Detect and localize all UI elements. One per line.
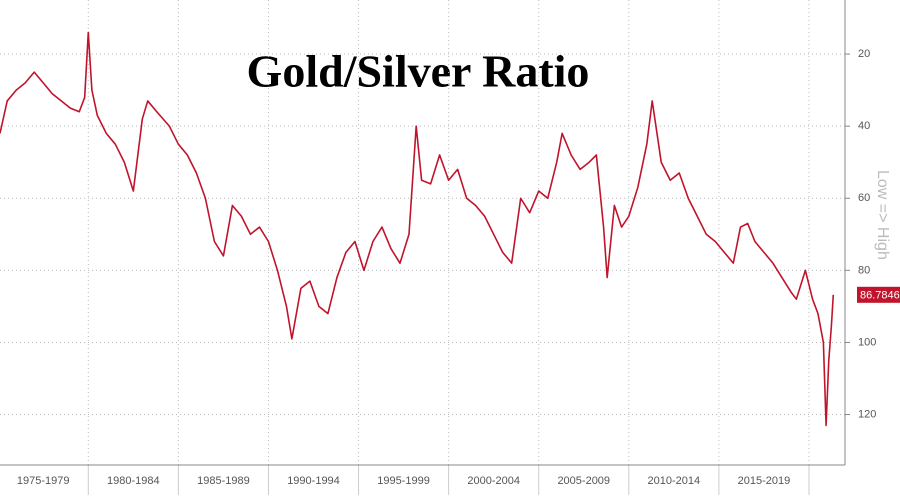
x-tick-label: 2005-2009 [557, 475, 610, 487]
x-tick-label: 1995-1999 [377, 475, 430, 487]
x-tick-label: 1975-1979 [17, 475, 70, 487]
y-tick-label: 100 [858, 336, 876, 348]
x-tick-label: 1990-1994 [287, 475, 340, 487]
x-tick-label: 2000-2004 [467, 475, 520, 487]
x-tick-label: 2010-2014 [648, 475, 701, 487]
y-tick-label: 120 [858, 408, 876, 420]
data-line [0, 31, 835, 427]
x-tick-label: 2015-2019 [738, 475, 791, 487]
y-axis-label: Low => High [874, 170, 891, 260]
y-tick-label: 40 [858, 120, 870, 132]
last-value-label: 86.7846 [860, 290, 900, 302]
y-tick-label: 20 [858, 48, 870, 60]
x-tick-label: 1985-1989 [197, 475, 250, 487]
x-tick-label: 1980-1984 [107, 475, 160, 487]
chart-title: Gold/Silver Ratio [247, 46, 590, 97]
y-tick-label: 80 [858, 264, 870, 276]
y-tick-label: 60 [858, 192, 870, 204]
last-value-tag [857, 286, 900, 303]
